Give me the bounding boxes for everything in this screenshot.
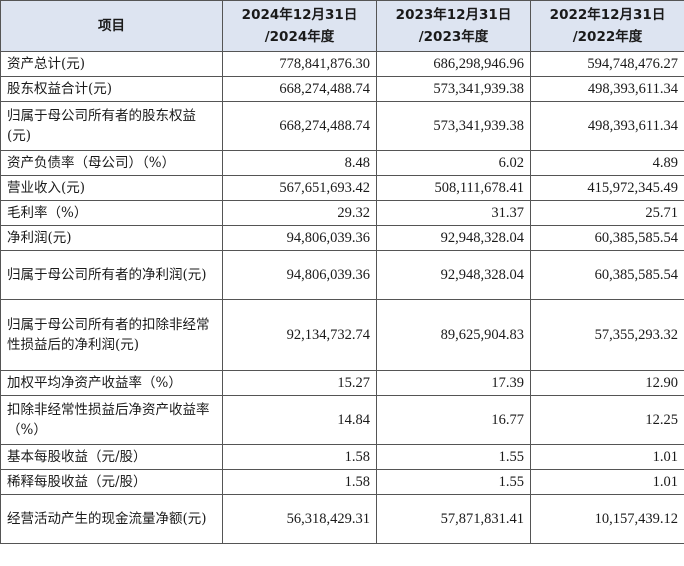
value-2024: 29.32 (222, 200, 377, 226)
row-label: 股东权益合计(元) (0, 76, 223, 102)
row-label: 加权平均净资产收益率（%） (0, 370, 223, 396)
value-2023: 57,871,831.41 (376, 494, 531, 544)
table-row: 股东权益合计(元) 668,274,488.74 573,341,939.38 … (0, 76, 684, 102)
value-2023: 6.02 (376, 150, 531, 176)
value-2022: 415,972,345.49 (530, 175, 684, 201)
value-2023: 1.55 (376, 444, 531, 470)
value-2024: 94,806,039.36 (222, 225, 377, 251)
value-2023: 31.37 (376, 200, 531, 226)
row-label: 资产负债率（母公司）（%） (0, 150, 223, 176)
value-2023: 92,948,328.04 (376, 250, 531, 300)
value-2024: 94,806,039.36 (222, 250, 377, 300)
row-label: 稀释每股收益（元/股） (0, 469, 223, 495)
value-2024: 92,134,732.74 (222, 299, 377, 371)
value-2022: 12.25 (530, 395, 684, 445)
table-row: 净利润(元) 94,806,039.36 92,948,328.04 60,38… (0, 225, 684, 251)
value-2022: 1.01 (530, 444, 684, 470)
header-col-2024: 2024年12月31日 /2024年度 (222, 0, 377, 52)
value-2023: 1.55 (376, 469, 531, 495)
row-label: 营业收入(元) (0, 175, 223, 201)
header-row: 项目 2024年12月31日 /2024年度 2023年12月31日 /2023… (0, 0, 684, 52)
row-label: 资产总计(元) (0, 51, 223, 77)
header-col-2022: 2022年12月31日 /2022年度 (530, 0, 684, 52)
value-2022: 60,385,585.54 (530, 250, 684, 300)
value-2022: 10,157,439.12 (530, 494, 684, 544)
table-row: 归属于母公司所有者的扣除非经常性损益后的净利润(元) 92,134,732.74… (0, 299, 684, 371)
value-2022: 498,393,611.34 (530, 76, 684, 102)
value-2022: 498,393,611.34 (530, 101, 684, 151)
row-label: 基本每股收益（元/股） (0, 444, 223, 470)
table-row: 基本每股收益（元/股） 1.58 1.55 1.01 (0, 444, 684, 470)
value-2022: 4.89 (530, 150, 684, 176)
row-label: 经营活动产生的现金流量净额(元) (0, 494, 223, 544)
table-row: 扣除非经常性损益后净资产收益率（%） 14.84 16.77 12.25 (0, 395, 684, 445)
value-2022: 57,355,293.32 (530, 299, 684, 371)
value-2024: 668,274,488.74 (222, 101, 377, 151)
header-item: 项目 (0, 0, 223, 52)
value-2022: 25.71 (530, 200, 684, 226)
value-2022: 594,748,476.27 (530, 51, 684, 77)
value-2024: 8.48 (222, 150, 377, 176)
value-2022: 1.01 (530, 469, 684, 495)
value-2023: 573,341,939.38 (376, 76, 531, 102)
value-2024: 15.27 (222, 370, 377, 396)
table-row: 资产负债率（母公司）（%） 8.48 6.02 4.89 (0, 150, 684, 176)
table-row: 营业收入(元) 567,651,693.42 508,111,678.41 41… (0, 175, 684, 201)
value-2023: 686,298,946.96 (376, 51, 531, 77)
table-row: 加权平均净资产收益率（%） 15.27 17.39 12.90 (0, 370, 684, 396)
header-col-2023: 2023年12月31日 /2023年度 (376, 0, 531, 52)
value-2023: 508,111,678.41 (376, 175, 531, 201)
value-2024: 1.58 (222, 469, 377, 495)
table-row: 稀释每股收益（元/股） 1.58 1.55 1.01 (0, 469, 684, 495)
table-row: 归属于母公司所有者的净利润(元) 94,806,039.36 92,948,32… (0, 250, 684, 300)
table-row: 归属于母公司所有者的股东权益(元) 668,274,488.74 573,341… (0, 101, 684, 151)
value-2024: 14.84 (222, 395, 377, 445)
financial-data-table: 项目 2024年12月31日 /2024年度 2023年12月31日 /2023… (0, 0, 684, 544)
row-label: 毛利率（%） (0, 200, 223, 226)
value-2024: 668,274,488.74 (222, 76, 377, 102)
value-2022: 60,385,585.54 (530, 225, 684, 251)
value-2024: 778,841,876.30 (222, 51, 377, 77)
row-label: 归属于母公司所有者的扣除非经常性损益后的净利润(元) (0, 299, 223, 371)
value-2023: 573,341,939.38 (376, 101, 531, 151)
value-2023: 17.39 (376, 370, 531, 396)
row-label: 净利润(元) (0, 225, 223, 251)
value-2024: 56,318,429.31 (222, 494, 377, 544)
value-2023: 92,948,328.04 (376, 225, 531, 251)
row-label: 扣除非经常性损益后净资产收益率（%） (0, 395, 223, 445)
value-2023: 16.77 (376, 395, 531, 445)
value-2024: 567,651,693.42 (222, 175, 377, 201)
table-row: 毛利率（%） 29.32 31.37 25.71 (0, 200, 684, 226)
table-row: 资产总计(元) 778,841,876.30 686,298,946.96 59… (0, 51, 684, 77)
value-2023: 89,625,904.83 (376, 299, 531, 371)
row-label: 归属于母公司所有者的股东权益(元) (0, 101, 223, 151)
table-row: 经营活动产生的现金流量净额(元) 56,318,429.31 57,871,83… (0, 494, 684, 544)
row-label: 归属于母公司所有者的净利润(元) (0, 250, 223, 300)
value-2024: 1.58 (222, 444, 377, 470)
value-2022: 12.90 (530, 370, 684, 396)
